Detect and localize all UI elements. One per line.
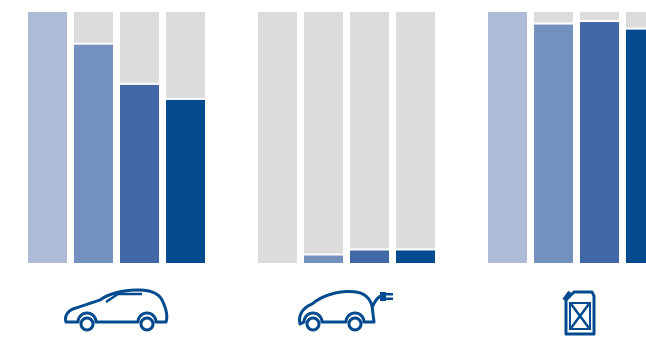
bar-separator [350,248,389,251]
bar [304,255,343,263]
bar [74,44,113,263]
bar-separator [304,253,343,256]
bar [580,22,619,263]
bar-separator [396,248,435,251]
bar [28,12,67,263]
bar-separator [120,82,159,85]
bar [350,250,389,263]
bar [120,84,159,263]
car-icon [62,286,170,339]
bar [166,99,205,263]
bar-track [350,12,389,263]
bar [626,29,646,263]
bar [534,24,573,263]
bar-track [396,12,435,263]
fuel-can-icon [560,288,598,341]
bar [396,250,435,263]
bar-separator [534,22,573,25]
bar [488,12,527,263]
bar-track [304,12,343,263]
bar-separator [166,97,205,100]
bar-separator [580,20,619,23]
bar-track [258,12,297,263]
bar-separator [626,27,646,30]
bar-separator [74,42,113,45]
ev-plug-car-icon [294,286,398,339]
